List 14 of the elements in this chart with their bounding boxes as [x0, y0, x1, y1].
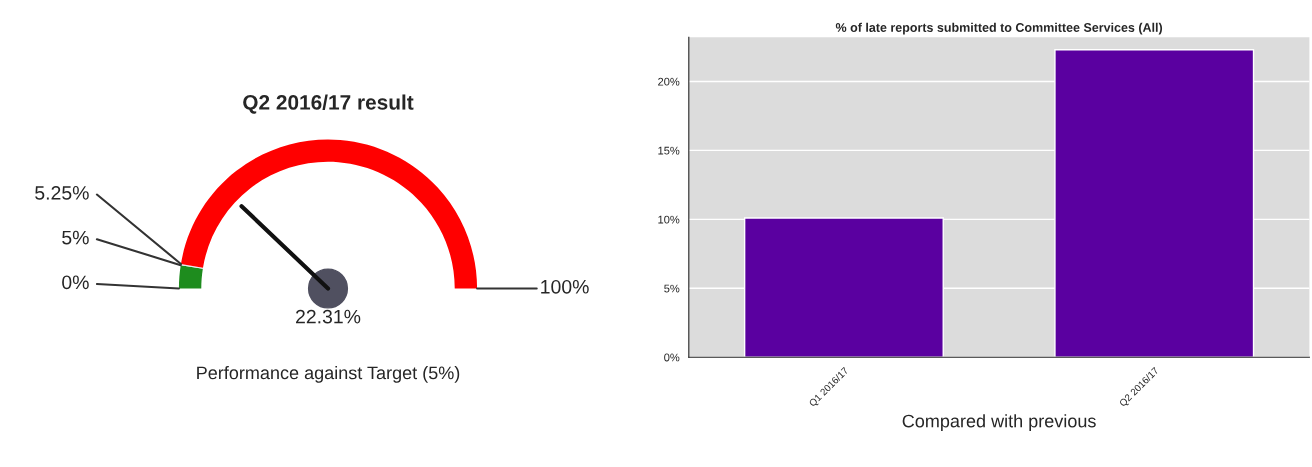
slice-label: 5%	[62, 230, 89, 245]
y-tick-label: 5%	[664, 284, 680, 293]
chart-title: % of late reports submitted to Committee Services (All)	[835, 22, 1163, 35]
y-tick-label: 15%	[658, 146, 680, 155]
slice-label: 5.25%	[35, 185, 89, 200]
text: 22.31%	[296, 309, 361, 324]
text: 100%	[541, 279, 589, 294]
y-tick-label: 10%	[658, 215, 680, 224]
slice-label: 0%	[62, 275, 89, 290]
y-tick-label: 20%	[658, 77, 680, 86]
y-tick-label: 0%	[664, 353, 680, 362]
text: Performance against Target (5%)	[197, 365, 460, 383]
chart-title: Q2 2016/17 result	[243, 94, 414, 114]
x-axis-title: Compared with previous	[902, 414, 1096, 432]
